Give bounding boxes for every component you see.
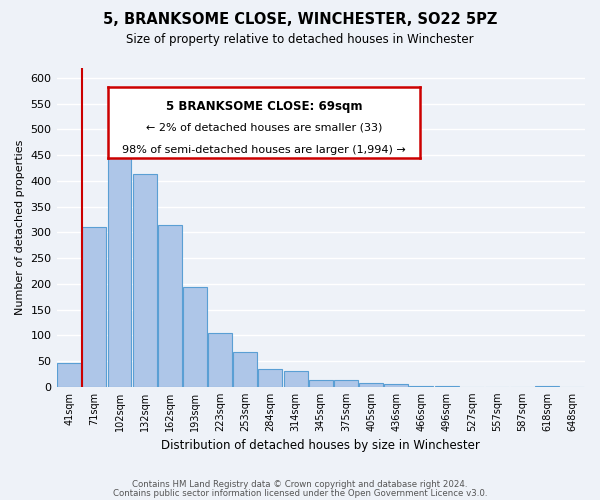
Bar: [359, 382, 383, 387]
Bar: [259, 369, 283, 387]
Text: 5 BRANKSOME CLOSE: 69sqm: 5 BRANKSOME CLOSE: 69sqm: [166, 100, 362, 113]
Text: 98% of semi-detached houses are larger (1,994) →: 98% of semi-detached houses are larger (…: [122, 145, 406, 155]
Bar: [133, 174, 157, 387]
Bar: [385, 384, 408, 387]
Text: 5, BRANKSOME CLOSE, WINCHESTER, SO22 5PZ: 5, BRANKSOME CLOSE, WINCHESTER, SO22 5PZ: [103, 12, 497, 28]
Y-axis label: Number of detached properties: Number of detached properties: [15, 140, 25, 315]
Bar: [107, 140, 131, 387]
Text: Size of property relative to detached houses in Winchester: Size of property relative to detached ho…: [126, 32, 474, 46]
Bar: [57, 363, 81, 387]
X-axis label: Distribution of detached houses by size in Winchester: Distribution of detached houses by size …: [161, 440, 480, 452]
Bar: [183, 288, 207, 387]
Bar: [309, 380, 333, 387]
Bar: [535, 386, 559, 387]
Text: ← 2% of detached houses are smaller (33): ← 2% of detached houses are smaller (33): [146, 122, 382, 132]
Bar: [409, 386, 433, 387]
Bar: [158, 224, 182, 387]
Bar: [82, 227, 106, 387]
Bar: [334, 380, 358, 387]
Bar: [434, 386, 458, 387]
Text: Contains HM Land Registry data © Crown copyright and database right 2024.: Contains HM Land Registry data © Crown c…: [132, 480, 468, 489]
Bar: [208, 332, 232, 387]
Text: Contains public sector information licensed under the Open Government Licence v3: Contains public sector information licen…: [113, 489, 487, 498]
Bar: [284, 372, 308, 387]
Bar: [233, 352, 257, 387]
